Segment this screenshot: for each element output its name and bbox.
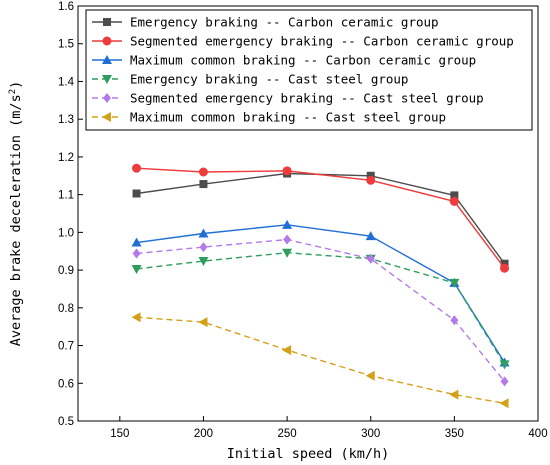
- data-point: [449, 389, 459, 400]
- x-tick-label: 350: [445, 428, 464, 440]
- series-line: [136, 167, 506, 269]
- legend-item: Maximum common braking -- Carbon ceramic…: [92, 53, 476, 68]
- series-1: [132, 169, 509, 268]
- y-tick-label: 1.0: [58, 227, 74, 239]
- legend-marker: [103, 18, 111, 26]
- data-point: [282, 219, 293, 229]
- legend-label: Maximum common braking -- Cast steel gro…: [130, 110, 446, 125]
- axis-ticks: 150 200 250 300 350 400 0.5 0.6 0.7 0.8 0.9 1.0 1.1 1…: [58, 1, 548, 440]
- legend-marker: [102, 112, 111, 122]
- data-point: [500, 263, 510, 273]
- series-line: [136, 224, 506, 363]
- series-line: [136, 172, 506, 265]
- series-5: [132, 234, 509, 387]
- legend-label: Maximum common braking -- Carbon ceramic…: [130, 53, 476, 68]
- legend-box: [85, 9, 533, 131]
- y-tick-label: 0.8: [58, 303, 74, 315]
- data-point: [449, 196, 459, 206]
- series-6: [131, 312, 509, 409]
- legend-item: Segmented emergency braking -- Carbon ce…: [92, 34, 514, 49]
- data-point: [131, 237, 142, 247]
- data-point: [282, 248, 293, 258]
- x-tick-label: 250: [277, 428, 296, 440]
- y-tick-label: 0.9: [58, 265, 74, 277]
- legend-marker: [103, 93, 111, 103]
- data-point: [131, 312, 141, 323]
- legend-marker: [102, 36, 112, 46]
- data-point: [365, 231, 376, 241]
- data-point: [198, 317, 208, 328]
- data-point: [132, 248, 141, 259]
- series-3: [131, 219, 510, 367]
- x-tick-label: 150: [110, 428, 129, 440]
- data-point: [450, 315, 459, 326]
- legend-item: Emergency braking -- Cast steel group: [92, 72, 408, 87]
- x-tick-label: 300: [361, 428, 380, 440]
- plot-frame: [77, 5, 539, 422]
- legend-marker: [102, 75, 112, 84]
- y-axis-title: Average brake deceleration (m/s2): [8, 81, 24, 347]
- data-point: [499, 360, 510, 370]
- legend-label: Emergency braking -- Cast steel group: [130, 72, 408, 87]
- legend-item: Segmented emergency braking -- Cast stee…: [92, 91, 484, 106]
- plot-area: [131, 163, 510, 409]
- data-point: [132, 189, 141, 198]
- series-4: [131, 248, 510, 370]
- legend-item: Emergency braking -- Carbon ceramic grou…: [92, 15, 439, 30]
- y-tick-label: 1.6: [58, 1, 74, 13]
- data-point: [500, 259, 509, 268]
- series-line: [136, 316, 505, 404]
- legend: Emergency braking -- Carbon ceramic grou…: [85, 9, 533, 131]
- data-point: [366, 253, 375, 264]
- y-tick-label: 0.7: [58, 341, 74, 353]
- y-tick-label: 1.4: [58, 76, 75, 88]
- data-point: [198, 228, 209, 238]
- x-axis-title: Initial speed (km/h): [227, 446, 390, 462]
- data-point: [132, 163, 142, 173]
- y-tick-label: 0.6: [58, 378, 74, 390]
- data-point: [365, 370, 375, 381]
- y-tick-label: 1.2: [58, 152, 74, 164]
- data-point: [366, 175, 376, 185]
- y-tick-label: 1.1: [58, 190, 74, 202]
- x-tick-label: 200: [194, 428, 213, 440]
- data-point: [499, 398, 509, 409]
- y-tick-label: 1.3: [58, 114, 74, 126]
- legend-label: Emergency braking -- Carbon ceramic grou…: [130, 15, 439, 30]
- x-tick-label: 400: [528, 428, 547, 440]
- data-point: [449, 278, 460, 288]
- y-axis-title-main: Average brake deceleration (m/s: [8, 94, 24, 346]
- series-2: [132, 163, 510, 273]
- data-point: [450, 191, 459, 200]
- series-line: [136, 252, 506, 365]
- y-tick-label: 1.5: [58, 39, 74, 51]
- data-point: [283, 234, 292, 245]
- legend-marker: [102, 55, 112, 64]
- data-point: [198, 167, 208, 177]
- data-point: [282, 166, 292, 176]
- data-point: [199, 242, 208, 253]
- legend-item: Maximum common braking -- Cast steel gro…: [92, 110, 446, 125]
- legend-label: Segmented emergency braking -- Cast stee…: [130, 91, 484, 106]
- data-point: [500, 376, 509, 387]
- data-point: [198, 257, 209, 267]
- data-point: [366, 171, 375, 180]
- legend-label: Segmented emergency braking -- Carbon ce…: [130, 34, 514, 49]
- data-point: [199, 180, 208, 189]
- data-point: [282, 345, 292, 356]
- y-axis-title-tail: ): [8, 81, 24, 89]
- y-tick-label: 0.5: [58, 416, 74, 428]
- series-line: [136, 238, 506, 382]
- data-point: [131, 264, 142, 274]
- y-axis-title-superscript: 2: [8, 89, 18, 94]
